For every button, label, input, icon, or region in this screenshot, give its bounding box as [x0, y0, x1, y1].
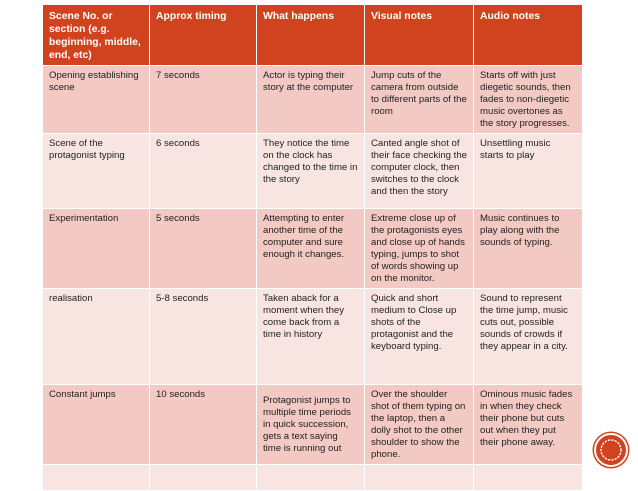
- cell-visual-notes: Over the shoulder shot of them typing on…: [364, 384, 474, 465]
- cell-scene: Scene of the protagonist typing: [42, 133, 150, 209]
- column-header-scene: Scene No. or section (e.g. beginning, mi…: [42, 4, 150, 66]
- table-row: Constant jumps 10 seconds Protagonist ju…: [42, 384, 583, 465]
- cell-timing: 5 seconds: [149, 208, 257, 289]
- column-header-timing: Approx timing: [149, 4, 257, 66]
- cell-visual-notes: Quick and short medium to Close up shots…: [364, 288, 474, 385]
- table-header-row: Scene No. or section (e.g. beginning, mi…: [42, 4, 583, 66]
- cell-scene: Opening establishing scene: [42, 65, 150, 134]
- cell-audio-notes: Ominous music fades in when they check t…: [473, 384, 583, 465]
- cell-scene: realisation: [42, 288, 150, 385]
- cell-what-happens: Protagonist jumps to multiple time perio…: [256, 384, 365, 465]
- cell-audio-notes: Unsettling music starts to play: [473, 133, 583, 209]
- cell-what-happens: Taken aback for a moment when they come …: [256, 288, 365, 385]
- table-row: Scene of the protagonist typing 6 second…: [42, 133, 583, 209]
- cell-audio-notes: Starts off with just diegetic sounds, th…: [473, 65, 583, 134]
- cell-visual-notes: Extreme close up of the protagonists eye…: [364, 208, 474, 289]
- table-row: Opening establishing scene 7 seconds Act…: [42, 65, 583, 134]
- column-header-what-happens: What happens: [256, 4, 365, 66]
- cell-timing: 6 seconds: [149, 133, 257, 209]
- cell-timing: 10 seconds: [149, 384, 257, 465]
- cell-timing: 5-8 seconds: [149, 288, 257, 385]
- column-header-audio-notes: Audio notes: [473, 4, 583, 66]
- dotted-ring-icon: [600, 439, 622, 461]
- scene-table-container: Scene No. or section (e.g. beginning, mi…: [42, 4, 583, 491]
- cell-audio-notes: Sound to represent the time jump, music …: [473, 288, 583, 385]
- cell-scene: Constant jumps: [42, 384, 150, 465]
- table-row: Experimentation 5 seconds Attempting to …: [42, 208, 583, 289]
- cell-scene: Experimentation: [42, 208, 150, 289]
- scene-plan-table: Scene No. or section (e.g. beginning, mi…: [42, 4, 583, 491]
- cell-what-happens: Attempting to enter another time of the …: [256, 208, 365, 289]
- cell-visual-notes: Jump cuts of the camera from outside to …: [364, 65, 474, 134]
- cell-visual-notes: Canted angle shot of their face checking…: [364, 133, 474, 209]
- cell-what-happens: They notice the time on the clock has ch…: [256, 133, 365, 209]
- circle-ornament-icon: [594, 433, 628, 467]
- cell-what-happens: Actor is typing their story at the compu…: [256, 65, 365, 134]
- column-header-visual-notes: Visual notes: [364, 4, 474, 66]
- cell-timing: 7 seconds: [149, 65, 257, 134]
- cell-audio-notes: Music continues to play along with the s…: [473, 208, 583, 289]
- table-row: realisation 5-8 seconds Taken aback for …: [42, 288, 583, 385]
